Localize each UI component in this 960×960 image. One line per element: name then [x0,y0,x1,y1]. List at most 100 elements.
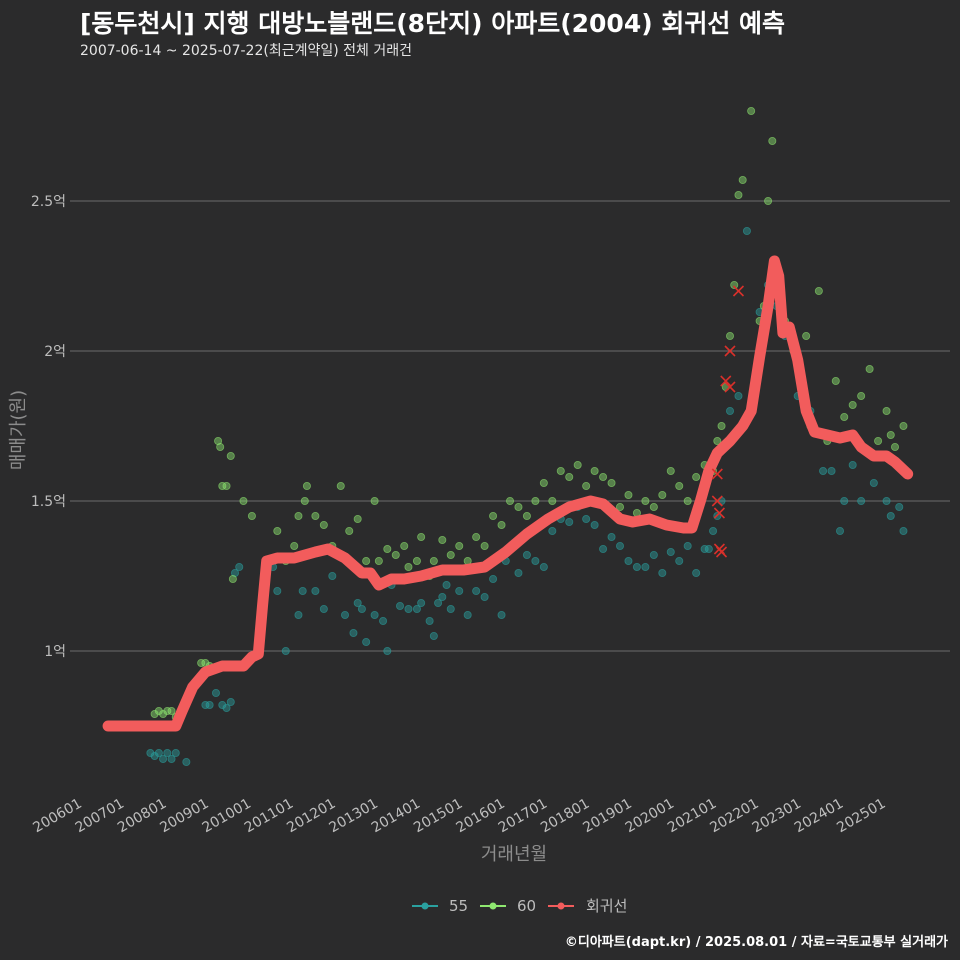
data-point-60 [497,521,506,530]
data-point-60 [391,551,400,560]
outlier-marker [711,468,723,480]
data-point-60 [216,442,225,451]
data-point-55 [480,593,489,602]
data-point-55 [379,617,388,626]
data-point-55 [869,478,878,487]
data-point-60 [692,472,701,481]
data-point-55 [632,563,641,572]
data-point-60 [565,472,574,481]
data-point-60 [311,512,320,521]
data-point-60 [874,436,883,445]
data-point-55 [616,542,625,551]
data-point-55 [404,605,413,614]
data-point-55 [146,749,155,758]
data-point-55 [649,551,658,560]
data-point-55 [658,569,667,578]
data-point-55 [531,557,540,566]
source-credit: ©디아파트(dapt.kr) / 2025.08.01 / 자료=국토교통부 실… [564,935,948,950]
data-point-55 [362,638,371,647]
y-tick-label: 2억 [44,344,66,360]
data-point-55 [167,755,176,764]
data-point-55 [412,605,421,614]
data-point-60 [167,707,176,716]
data-point-55 [489,575,498,584]
grid-lines [70,200,950,652]
data-point-60 [362,557,371,566]
data-point-60 [300,496,309,505]
data-point-60 [641,496,650,505]
data-point-60 [891,442,900,451]
data-point-60 [624,490,633,499]
data-point-55 [154,749,163,758]
x-axis-title: 거래년월 [481,844,547,865]
data-point-60 [370,496,379,505]
data-point-55 [899,527,908,536]
data-point-55 [582,515,591,524]
data-point-55 [218,701,227,710]
outlier-marker [732,285,745,297]
data-point-55 [383,647,392,656]
data-point-60 [345,527,354,536]
data-point-60 [522,512,531,521]
x-tick-labels: 2006012007012008012009012010012011012012… [30,796,888,837]
data-point-60 [814,286,823,295]
data-point-55 [827,466,836,475]
data-point-60 [438,536,447,545]
data-point-55 [395,602,404,611]
legend-swatch-55-dot [421,902,429,910]
data-point-60 [228,575,237,584]
data-point-60 [336,481,345,490]
data-point-60 [590,466,599,475]
data-point-60 [429,557,438,566]
outlier-marker [715,546,728,558]
outlier-marker [711,495,723,507]
data-point-55 [182,758,191,767]
data-point-60 [573,460,582,469]
data-point-60 [290,542,299,551]
data-point-55 [281,647,290,656]
data-point-60 [683,496,692,505]
outlier-marker [724,345,736,357]
data-point-55 [349,629,358,638]
chart-title: [동두천시] 지행 대방노블랜드(8단지) 아파트(2004) 회귀선 예측 [80,9,786,38]
data-point-55 [857,496,866,505]
data-point-60 [374,557,383,566]
data-point-60 [154,707,163,716]
data-point-55 [328,572,337,581]
data-point-55 [692,569,701,578]
data-point-55 [819,466,828,475]
outlier-marker [720,375,732,387]
data-point-60 [886,430,895,439]
data-point-60 [607,478,616,487]
data-point-60 [273,527,282,536]
data-point-60 [412,557,421,566]
data-point-55 [273,587,282,596]
data-point-60 [400,542,409,551]
data-point-55 [734,391,743,400]
y-tick-label: 1억 [44,644,66,660]
data-point-55 [590,521,599,530]
data-point-60 [899,421,908,430]
data-point-55 [700,545,709,554]
data-point-55 [298,587,307,596]
data-point-60 [747,107,756,116]
data-point-60 [480,542,489,551]
data-point-60 [734,190,743,199]
data-point-60 [865,364,874,373]
data-point-55 [641,563,650,572]
data-point-55 [514,569,523,578]
data-point-60 [582,481,591,490]
data-point-60 [675,481,684,490]
data-point-60 [514,502,523,511]
data-point-55 [840,496,849,505]
y-tick-labels: 1억 1.5억 2억 2.5억 [31,194,66,660]
data-point-55 [353,599,362,608]
data-point-60 [239,496,248,505]
y-tick-label: 1.5억 [31,494,66,510]
data-point-60 [472,533,481,542]
data-point-60 [882,406,891,415]
data-point-55 [434,599,443,608]
data-point-55 [455,587,464,596]
data-point-55 [201,701,210,710]
data-point-60 [197,659,206,668]
